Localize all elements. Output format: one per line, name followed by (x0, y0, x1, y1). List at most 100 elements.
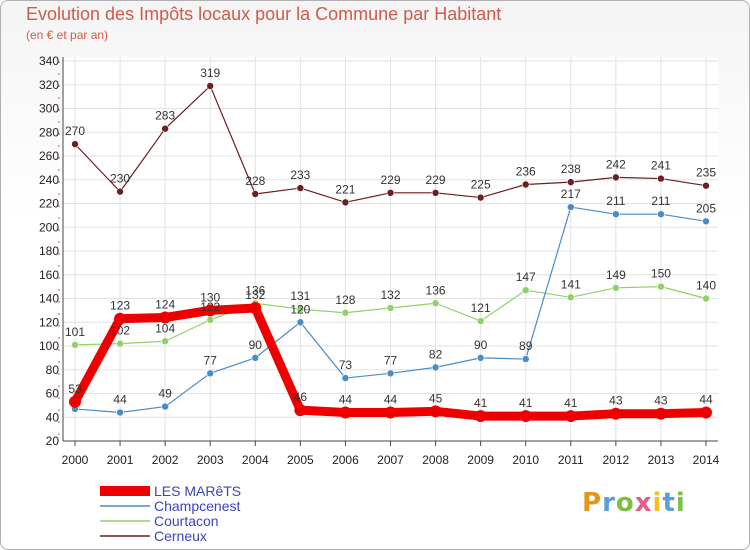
data-point (657, 174, 665, 183)
data-label: 149 (606, 268, 626, 282)
legend-item: Champcenest (100, 498, 240, 514)
data-label: 101 (65, 325, 85, 339)
data-label: 242 (606, 157, 626, 171)
y-tick-label: 160 (39, 268, 59, 282)
data-point (296, 318, 305, 327)
data-label: 147 (516, 270, 536, 284)
y-tick-label: 180 (39, 244, 59, 258)
legend-label: Cerneux (154, 528, 207, 544)
data-point (612, 284, 620, 292)
data-label: 141 (561, 277, 581, 291)
x-tick-label: 2007 (377, 453, 404, 467)
data-label: 124 (155, 298, 175, 312)
legend-label: Champcenest (154, 498, 240, 514)
x-tick-label: 2009 (467, 453, 494, 467)
data-point (296, 305, 305, 313)
data-label: 136 (426, 283, 446, 297)
series-les-mar-ts (69, 302, 712, 423)
data-point (654, 407, 667, 420)
data-label: 73 (339, 358, 353, 372)
data-label: 104 (155, 321, 175, 335)
data-point (566, 178, 575, 186)
x-tick-label: 2003 (197, 453, 224, 467)
data-point (161, 337, 169, 346)
data-point (476, 193, 485, 202)
data-label: 41 (474, 396, 488, 410)
data-point (294, 404, 307, 417)
x-tick-label: 2011 (558, 453, 584, 467)
y-tick-label: 320 (39, 78, 59, 92)
data-label: 41 (564, 396, 578, 410)
x-tick-label: 2004 (242, 453, 269, 467)
data-label: 41 (519, 396, 533, 410)
data-point (474, 410, 487, 423)
data-label: 233 (290, 168, 310, 182)
data-point (431, 363, 440, 372)
data-point (566, 293, 575, 302)
data-point (341, 198, 350, 207)
logo-letter: i (652, 488, 663, 518)
series-courtacon (71, 282, 710, 349)
legend-label: LES MARêTS (154, 483, 241, 499)
x-tick-label: 2005 (287, 453, 314, 467)
y-tick-label: 120 (39, 315, 59, 329)
data-label: 130 (200, 290, 220, 304)
data-label: 128 (335, 293, 355, 307)
data-point (206, 369, 215, 378)
x-tick-label: 2006 (332, 453, 359, 467)
data-point (204, 304, 217, 317)
data-label: 45 (429, 391, 443, 405)
y-tick-label: 200 (39, 220, 59, 234)
data-label: 123 (110, 299, 130, 313)
data-point (702, 181, 710, 190)
data-point (521, 180, 530, 189)
data-point (251, 190, 260, 198)
data-label: 236 (516, 165, 536, 179)
data-label: 283 (155, 109, 175, 123)
data-point (161, 402, 169, 411)
data-label: 102 (110, 324, 130, 338)
data-point (429, 405, 442, 418)
y-tick-label: 280 (39, 125, 59, 139)
data-label: 230 (110, 172, 130, 186)
data-point (71, 140, 79, 148)
data-point (341, 308, 350, 317)
data-label: 43 (654, 394, 668, 408)
data-point (116, 187, 124, 196)
data-point (521, 286, 530, 294)
data-point (609, 407, 622, 420)
data-point (476, 354, 485, 362)
data-label: 319 (200, 66, 220, 80)
y-tick-label: 260 (39, 149, 59, 163)
data-label: 225 (471, 178, 491, 192)
data-label: 140 (696, 279, 716, 293)
chart-title: Evolution des Impôts locaux pour la Comm… (26, 4, 502, 24)
y-tick-label: 220 (39, 197, 59, 211)
data-point (296, 184, 305, 192)
data-point (564, 410, 577, 423)
data-label: 235 (696, 166, 716, 180)
data-label: 211 (651, 194, 670, 208)
data-label: 270 (65, 124, 85, 138)
data-point (612, 210, 620, 218)
y-tick-label: 340 (39, 54, 59, 68)
data-point (251, 354, 260, 362)
data-point (206, 316, 215, 324)
x-tick-label: 2014 (693, 453, 720, 467)
y-tick-label: 80 (46, 363, 60, 377)
x-tick-label: 2001 (107, 453, 134, 467)
y-tick-label: 20 (46, 434, 60, 448)
data-point (161, 124, 169, 133)
data-label: 131 (290, 289, 310, 303)
data-point (384, 406, 397, 419)
data-label: 122 (200, 300, 220, 314)
data-point (339, 406, 352, 419)
data-point (702, 217, 710, 226)
data-label: 82 (429, 347, 443, 361)
data-point (386, 369, 395, 378)
x-tick-label: 2013 (648, 453, 675, 467)
x-tick-label: 2010 (512, 453, 539, 467)
legend-item: Cerneux (100, 528, 207, 544)
data-point (249, 302, 262, 314)
